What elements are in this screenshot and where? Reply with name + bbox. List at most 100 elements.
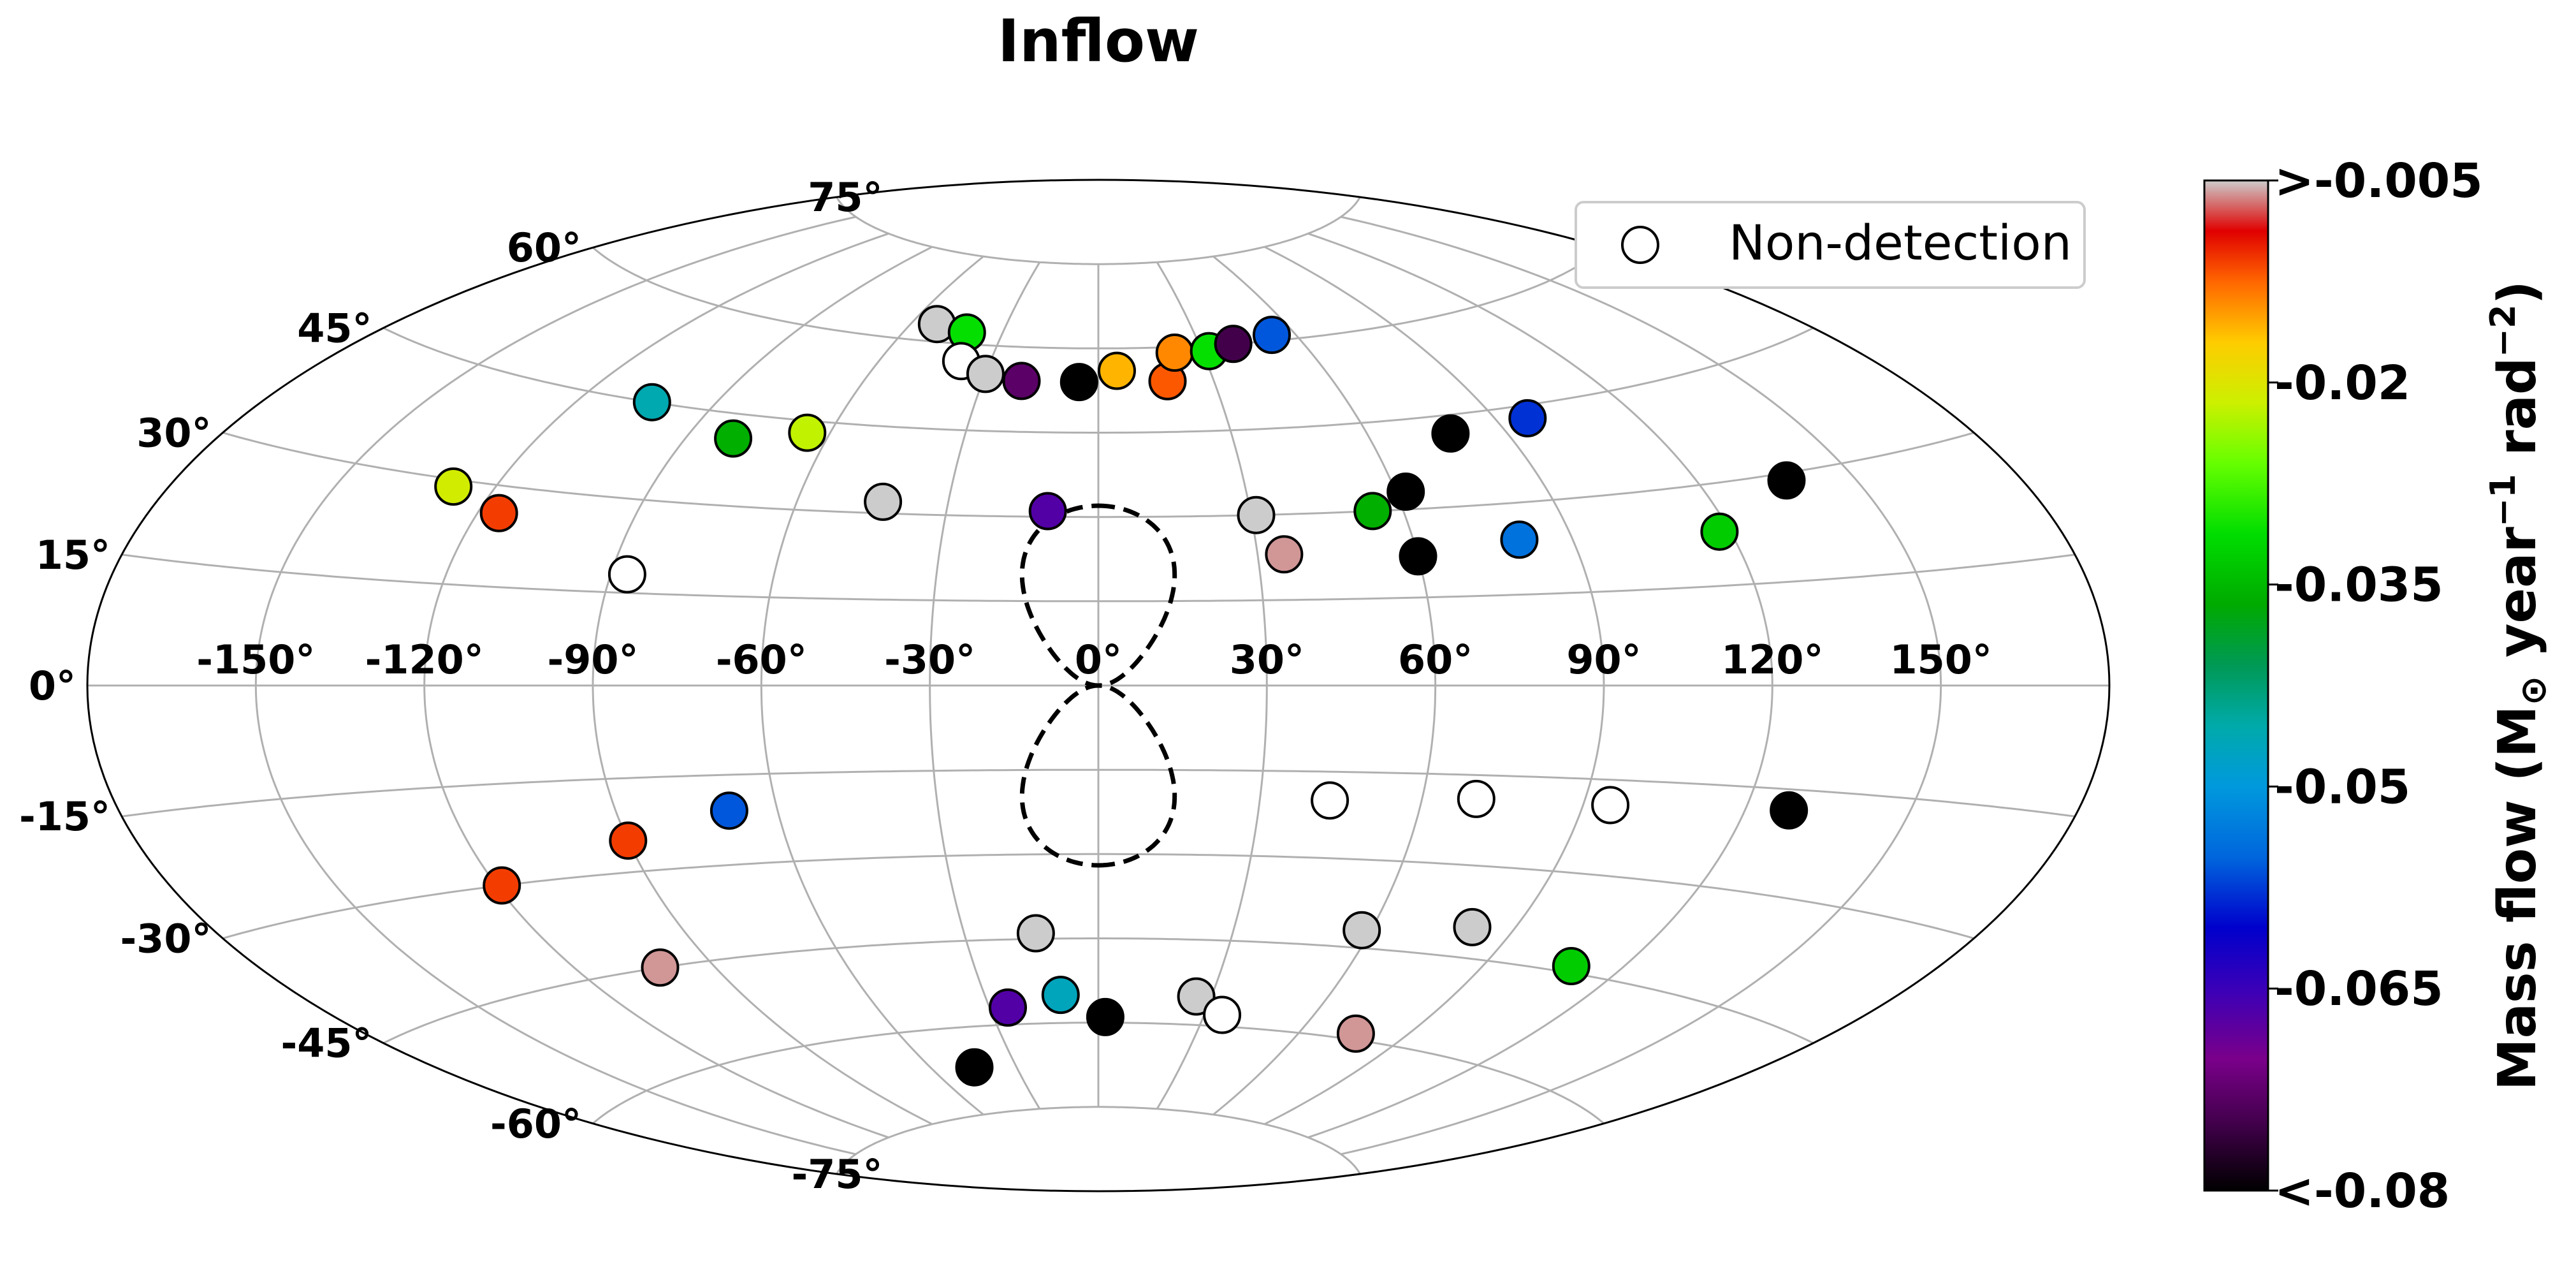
latitude-tick-label: -60° bbox=[490, 1101, 581, 1147]
colorbar-label-exponent: −1 bbox=[2483, 474, 2523, 527]
latitude-tick-label: 15° bbox=[36, 532, 110, 578]
data-point bbox=[434, 467, 473, 506]
data-point bbox=[641, 948, 680, 987]
latitude-tick-label: 75° bbox=[808, 174, 882, 221]
parallel-gridline bbox=[592, 247, 1605, 349]
colorbar: >-0.005 -0.02 -0.035 -0.05 -0.065 <-0.08 Mass… bbox=[2203, 154, 2554, 1219]
colorbar-label: Mass flow (M⊙ year−1 rad−2) bbox=[2483, 281, 2554, 1090]
data-point bbox=[966, 355, 1005, 393]
legend: Non-detection bbox=[1575, 201, 2086, 289]
longitude-tick-label: 90° bbox=[1566, 636, 1641, 683]
longitude-tick-label: -30° bbox=[884, 636, 975, 683]
data-point bbox=[1336, 1014, 1375, 1053]
data-point bbox=[1016, 914, 1055, 953]
legend-label-non-detection: Non-detection bbox=[1729, 214, 2072, 271]
data-point bbox=[955, 1048, 994, 1087]
colorbar-label-exponent: −2 bbox=[2483, 304, 2523, 357]
data-point bbox=[788, 413, 827, 452]
data-point bbox=[709, 791, 748, 830]
non-detection-point bbox=[1591, 786, 1630, 825]
data-point bbox=[1552, 947, 1590, 985]
parallel-gridline bbox=[836, 1106, 1361, 1175]
colorbar-tick-label: -0.05 bbox=[2274, 759, 2410, 814]
longitude-tick-label: -150° bbox=[196, 636, 315, 683]
colorbar-label-sun: ⊙ bbox=[2513, 676, 2554, 706]
data-point bbox=[1028, 492, 1067, 531]
colorbar-label-part: ) bbox=[2487, 281, 2548, 304]
projection-boundary bbox=[86, 179, 2111, 1192]
data-point bbox=[1453, 907, 1492, 946]
data-point bbox=[483, 866, 521, 905]
longitude-tick-label: -90° bbox=[547, 636, 638, 683]
parallel-gridline bbox=[222, 432, 1974, 518]
data-point bbox=[1343, 911, 1381, 950]
parallel-gridline bbox=[121, 554, 2076, 603]
colorbar-tick-label: <-0.08 bbox=[2274, 1164, 2450, 1219]
data-point bbox=[714, 419, 753, 458]
longitude-tick-label: -120° bbox=[365, 636, 484, 683]
longitude-tick-label: 0° bbox=[1075, 636, 1122, 683]
data-point bbox=[1508, 399, 1547, 437]
latitude-tick-label: -75° bbox=[791, 1151, 882, 1198]
data-point bbox=[1086, 997, 1124, 1036]
non-detection-point bbox=[1311, 781, 1350, 820]
data-point bbox=[609, 821, 648, 860]
data-point bbox=[1500, 520, 1539, 559]
data-point bbox=[1700, 512, 1739, 551]
colorbar-label-part: rad bbox=[2487, 357, 2548, 474]
data-point bbox=[1265, 535, 1304, 574]
excluded-region bbox=[1019, 503, 1177, 868]
longitude-tick-labels: -150° -120° -90° -60° -30° 0° 30° 60° 90° 120° 150… bbox=[196, 636, 1992, 683]
excluded-region-outline bbox=[1019, 683, 1177, 868]
latitude-tick-label: 30° bbox=[136, 410, 211, 457]
data-point bbox=[1155, 334, 1194, 372]
data-point bbox=[1237, 495, 1276, 534]
latitude-tick-label: 45° bbox=[297, 305, 372, 351]
data-point bbox=[632, 383, 671, 422]
parallel-gridline bbox=[121, 768, 2076, 818]
data-point bbox=[1253, 316, 1291, 355]
latitude-tick-label: -15° bbox=[19, 793, 110, 840]
data-point bbox=[479, 494, 518, 532]
data-point bbox=[1770, 791, 1808, 830]
data-point bbox=[1431, 414, 1470, 453]
data-point bbox=[1214, 325, 1253, 363]
parallel-gridline bbox=[382, 937, 1814, 1045]
latitude-tick-label: 0° bbox=[29, 663, 76, 709]
longitude-tick-label: 150° bbox=[1889, 636, 1991, 683]
data-point bbox=[1059, 363, 1098, 402]
legend-marker-non-detection bbox=[1621, 226, 1659, 264]
colorbar-label-part: Mass flow (M bbox=[2487, 705, 2548, 1090]
colorbar-label-part: year bbox=[2487, 527, 2548, 676]
data-point bbox=[1002, 362, 1041, 400]
parallel-gridline bbox=[382, 327, 1814, 434]
chart-title: Inflow bbox=[998, 7, 1199, 75]
latitude-tick-label: -45° bbox=[281, 1020, 372, 1067]
colorbar-tick-labels: >-0.005 -0.02 -0.035 -0.05 -0.065 <-0.08 bbox=[2268, 154, 2483, 1219]
legend-frame bbox=[1575, 201, 2086, 289]
longitude-tick-label: 120° bbox=[1721, 636, 1823, 683]
non-detection-point bbox=[1457, 779, 1495, 818]
data-point bbox=[1353, 492, 1392, 531]
data-point bbox=[1041, 976, 1080, 1015]
colorbar-tick-label: >-0.005 bbox=[2274, 154, 2483, 209]
latitude-tick-label: 60° bbox=[507, 224, 581, 271]
longitude-tick-label: 30° bbox=[1230, 636, 1304, 683]
data-point bbox=[864, 482, 903, 521]
latitude-tick-labels: 75° 60° 45° 30° 15° 0° -15° -30° -45° -60° -75° bbox=[19, 174, 882, 1198]
data-point bbox=[1177, 977, 1216, 1016]
latitude-tick-label: -30° bbox=[120, 916, 211, 962]
data-point bbox=[1767, 461, 1806, 500]
colorbar-tick-label: -0.035 bbox=[2274, 558, 2443, 613]
data-point bbox=[1399, 537, 1437, 576]
colorbar-tick-label: -0.02 bbox=[2274, 356, 2410, 411]
colorbar-gradient bbox=[2203, 179, 2269, 1192]
longitude-tick-label: -60° bbox=[716, 636, 807, 683]
longitude-tick-label: 60° bbox=[1398, 636, 1473, 683]
data-point bbox=[1386, 473, 1425, 511]
data-point bbox=[1098, 351, 1136, 390]
non-detection-point bbox=[608, 555, 646, 594]
data-point bbox=[989, 988, 1027, 1027]
non-detection-point bbox=[1203, 995, 1242, 1034]
